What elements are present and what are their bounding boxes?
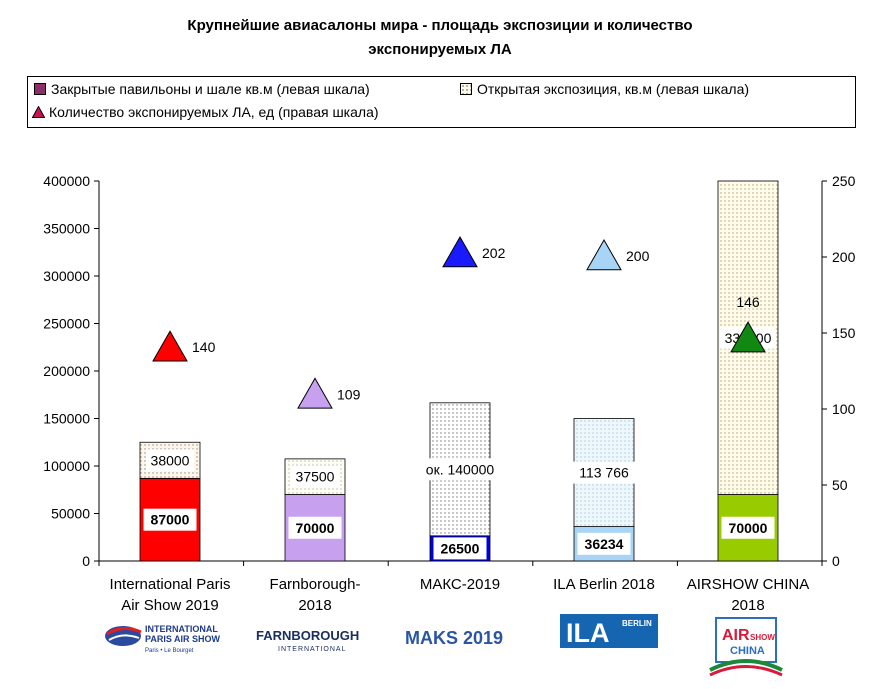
data-label-box-closed — [433, 537, 487, 560]
category-label: Air Show 2019 — [121, 597, 219, 612]
legend-item-open: Открытая экспозиция, кв.м (левая шкала) — [460, 81, 749, 97]
left-axis-tick-label: 300000 — [43, 268, 90, 284]
ila-logo-text: ILA — [566, 618, 610, 648]
data-label-box-open — [291, 465, 339, 488]
paris-air-show-logo: INTERNATIONAL PARIS AIR SHOW Paris • Le … — [103, 618, 225, 658]
data-label-closed: 36234 — [585, 536, 624, 552]
data-label-closed: 70000 — [729, 520, 768, 536]
airshow-china-icon: AIR SHOW CHINA — [709, 617, 783, 677]
farnborough-logo-line2: INTERNATIONAL — [278, 646, 347, 653]
right-axis-tick-label: 0 — [832, 553, 840, 569]
category-label: Farnborough- — [270, 576, 361, 593]
airshow-china-text2: SHOW — [750, 633, 775, 642]
left-axis-tick-label: 0 — [82, 553, 90, 569]
legend-item-closed: Закрытые павильоны и шале кв.м (левая шк… — [34, 81, 370, 97]
data-label-closed: 26500 — [441, 540, 480, 556]
chart-plot: 0 50000 100000 150000 200000 250000 300000 3500… — [43, 173, 856, 612]
left-axis-tick-label: 400000 — [43, 173, 90, 189]
airshow-china-logo: AIR SHOW CHINA — [706, 612, 786, 678]
legend-label-aircraft: Количество экспонируемых ЛА, ед (правая … — [49, 104, 379, 120]
airshow-china-text3: CHINA — [730, 645, 765, 657]
left-axis-tick-label: 350000 — [43, 221, 90, 237]
data-label-box-open — [146, 449, 194, 472]
left-axis-tick-label: 200000 — [43, 363, 90, 379]
chart-legend: Закрытые павильоны и шале кв.м (левая шк… — [27, 76, 856, 128]
right-axis-tick-label: 250 — [832, 173, 856, 189]
data-label-closed: 87000 — [151, 512, 190, 528]
left-axis-tick-label: 50000 — [51, 506, 90, 522]
paris-logo-line3: Paris • Le Bourget — [145, 648, 194, 654]
data-label-open: ок. 140000 — [426, 461, 495, 477]
right-axis-tick-label: 150 — [832, 325, 856, 341]
data-label-open: 38000 — [151, 452, 190, 468]
paris-logo-line2: PARIS AIR SHOW — [145, 634, 221, 644]
legend-triangle-icon — [32, 106, 45, 118]
category-label: 2018 — [298, 597, 331, 612]
legend-item-aircraft: Количество экспонируемых ЛА, ед (правая … — [32, 104, 379, 120]
chart-title-line-2: экспонируемых ЛА — [368, 41, 512, 58]
marker-aircraft-count — [442, 235, 478, 268]
data-label-open: 37500 — [296, 469, 335, 485]
farnborough-logo: FARNBOROUGH INTERNATIONAL — [256, 626, 372, 656]
left-axis-tick-label: 150000 — [43, 411, 90, 427]
farnborough-icon: FARNBOROUGH INTERNATIONAL — [256, 628, 359, 653]
right-axis-tick-label: 50 — [832, 477, 848, 493]
data-label-aircraft-count: 109 — [337, 386, 361, 402]
paris-air-show-icon: INTERNATIONAL PARIS AIR SHOW Paris • Le … — [105, 624, 221, 654]
right-axis-tick-label: 200 — [832, 249, 856, 265]
data-label-open: 113 766 — [579, 465, 629, 481]
farnborough-logo-line1: FARNBOROUGH — [256, 628, 359, 643]
airshow-logos-row: INTERNATIONAL PARIS AIR SHOW Paris • Le … — [0, 612, 882, 689]
data-label-box-open — [416, 458, 504, 481]
data-label-aircraft-count: 140 — [192, 339, 216, 355]
ila-berlin-icon: ILA BERLIN — [560, 614, 658, 648]
data-label-aircraft-count: 200 — [626, 248, 650, 264]
data-label-box-closed — [577, 532, 631, 555]
legend-swatch-open — [460, 83, 472, 95]
legend-swatch-closed — [34, 83, 46, 95]
marker-aircraft-count — [586, 238, 622, 271]
data-label-box-closed — [288, 516, 342, 539]
data-label-aircraft-count: 146 — [736, 294, 760, 310]
category-label: МАКС-2019 — [420, 576, 500, 593]
legend-label-closed: Закрытые павильоны и шале кв.м (левая шк… — [51, 81, 370, 97]
maks-icon: MAKS 2019 — [405, 628, 503, 648]
category-label: AIRSHOW CHINA — [687, 576, 810, 593]
right-axis-tick-label: 100 — [832, 401, 856, 417]
ila-logo-sub: BERLIN — [622, 619, 652, 628]
paris-logo-line1: INTERNATIONAL — [145, 624, 218, 634]
data-label-box-open — [572, 461, 636, 484]
data-label-aircraft-count: 202 — [482, 245, 506, 261]
maks-logo: MAKS 2019 — [405, 624, 525, 650]
marker-aircraft-count — [297, 377, 333, 409]
category-label: International Paris — [110, 576, 231, 593]
marker-aircraft-count — [730, 321, 766, 353]
category-label: ILA Berlin 2018 — [553, 576, 655, 593]
maks-logo-text: MAKS 2019 — [405, 628, 503, 648]
left-axis-tick-label: 100000 — [43, 458, 90, 474]
airshow-china-text1: AIR — [722, 627, 750, 644]
data-label-box-closed — [143, 508, 197, 531]
chart-title: Крупнейшие авиасалоны мира - площадь экс… — [90, 14, 790, 62]
marker-aircraft-count — [152, 330, 188, 362]
left-axis-tick-label: 250000 — [43, 316, 90, 332]
category-label: 2018 — [731, 597, 764, 612]
data-label-box-closed — [721, 516, 775, 539]
data-label-closed: 70000 — [296, 520, 335, 536]
chart-title-line-1: Крупнейшие авиасалоны мира - площадь экс… — [187, 17, 693, 34]
ila-berlin-logo: ILA BERLIN — [560, 614, 658, 648]
legend-label-open: Открытая экспозиция, кв.м (левая шкала) — [477, 81, 750, 97]
